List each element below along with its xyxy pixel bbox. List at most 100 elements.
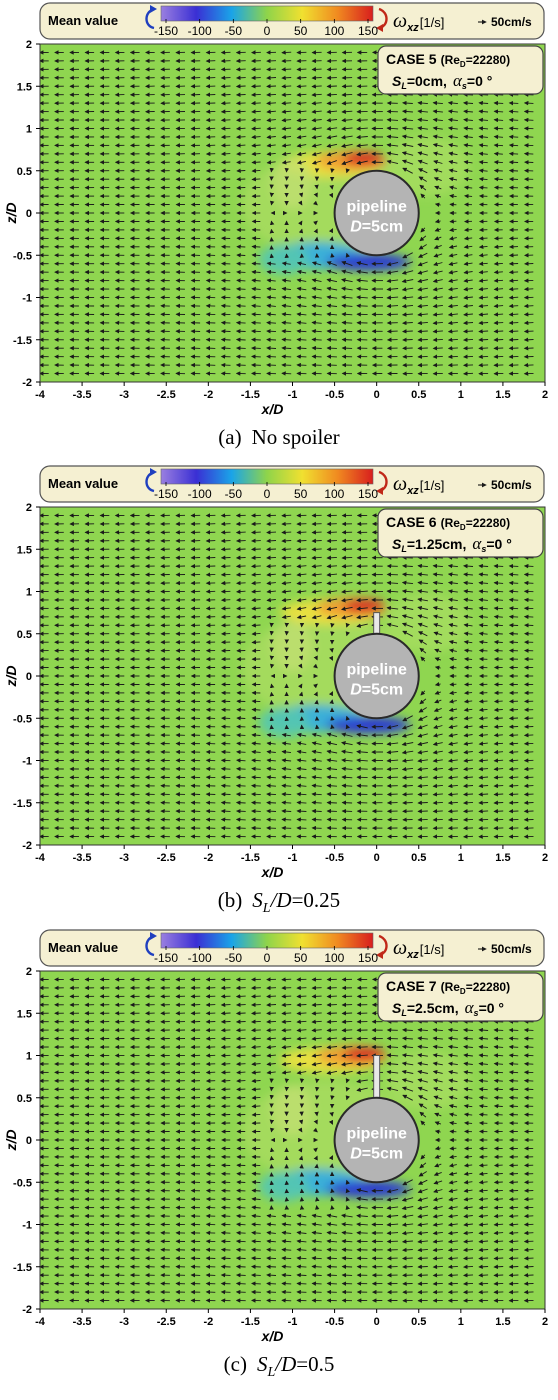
- x-axis-label: x/D: [261, 1328, 284, 1344]
- x-axis-label: x/D: [261, 864, 284, 880]
- x-tick-label: 0.5: [411, 1316, 426, 1328]
- y-axis-label: z/D: [3, 1130, 19, 1152]
- y-tick-label: 1: [26, 124, 32, 136]
- x-tick-label: 0.5: [411, 389, 426, 401]
- y-tick-label: -1.5: [13, 335, 32, 347]
- omega-label: ωxz[1/s]: [393, 10, 444, 34]
- x-tick-label: 1.5: [495, 852, 510, 864]
- case-title: CASE 5 (ReD=22280): [386, 51, 510, 69]
- colorbar-tick-label: 0: [264, 24, 271, 38]
- x-tick-label: -3: [119, 389, 129, 401]
- pipeline-circle: [333, 632, 420, 720]
- colorbar-tick-label: 100: [324, 487, 344, 501]
- caption-text: /D: [270, 888, 292, 912]
- mean-value-label: Mean value: [48, 13, 118, 28]
- omega-label: ωxz[1/s]: [393, 473, 444, 497]
- colorbar-tick-label: -50: [225, 24, 243, 38]
- case-title: CASE 6 (ReD=22280): [386, 514, 510, 532]
- vorticity-panel: pipeline D=5cm -4 -3.5 -3 -2.5 -2 -1.5 -1 -0.5 0 0.…: [0, 463, 558, 923]
- y-axis: 2 1.5 1 0.5 0 -0.5 -1 -1.5 -2: [13, 502, 40, 852]
- y-axis-label: z/D: [3, 666, 19, 688]
- pipeline-diameter-label: D=5cm: [350, 219, 403, 236]
- x-tick-label: -0.5: [325, 389, 344, 401]
- x-tick-label: -0.5: [325, 1316, 344, 1328]
- vorticity-plot: pipeline D=5cm -4 -3.5 -3 -2.5 -2 -1.5 -1 -0.5 0 0.…: [3, 929, 548, 1344]
- colorbar-legend: Mean value -150 -100 -50 0 50 100 150 ωxz[1/s] 50…: [39, 929, 545, 967]
- x-tick-label: -1.5: [241, 389, 260, 401]
- caption-text: S: [252, 888, 263, 912]
- colorbar-legend: Mean value -150 -100 -50 0 50 100 150 ωxz[1/s] 50…: [39, 465, 545, 503]
- reference-vector-label: 50cm/s: [491, 478, 532, 492]
- panel-caption: (c) SL/D=0.5: [0, 1352, 558, 1381]
- y-tick-label: 0.5: [17, 629, 32, 641]
- x-tick-label: -1.5: [241, 1316, 260, 1328]
- colorbar-tick-label: 150: [358, 487, 378, 501]
- reference-vector-label: 50cm/s: [491, 15, 532, 29]
- colorbar: [160, 5, 374, 22]
- y-axis: 2 1.5 1 0.5 0 -0.5 -1 -1.5 -2: [13, 39, 40, 389]
- x-axis-label: x/D: [261, 401, 284, 417]
- x-tick-label: -3.5: [73, 852, 92, 864]
- x-tick-label: 0: [374, 852, 380, 864]
- colorbar-legend: Mean value -150 -100 -50 0 50 100 150 ωxz[1/s] 50…: [39, 2, 545, 40]
- vorticity-panel: pipeline D=5cm -4 -3.5 -3 -2.5 -2 -1.5 -1 -0.5 0 0.…: [0, 927, 558, 1387]
- x-tick-label: 0: [374, 1316, 380, 1328]
- caption-text: L: [262, 901, 271, 917]
- y-axis-label: z/D: [3, 203, 19, 225]
- colorbar-tick-label: 50: [294, 24, 308, 38]
- x-tick-label: -2.5: [157, 1316, 176, 1328]
- vorticity-field: [40, 50, 534, 376]
- x-tick-label: -3: [119, 852, 129, 864]
- y-tick-label: 1.5: [17, 1008, 32, 1020]
- y-tick-label: 1: [26, 587, 32, 599]
- caption-text: No spoiler: [251, 425, 340, 449]
- x-tick-label: -3.5: [73, 389, 92, 401]
- y-tick-label: 0: [26, 1135, 32, 1147]
- x-axis: -4 -3.5 -3 -2.5 -2 -1.5 -1 -0.5 0 0.5 1 1.5 2: [35, 382, 548, 401]
- y-tick-label: -1: [22, 293, 32, 305]
- y-tick-label: 1.5: [17, 81, 32, 93]
- colorbar-tick-label: 100: [324, 24, 344, 38]
- x-tick-label: -2: [203, 852, 213, 864]
- x-tick-label: -3.5: [73, 1316, 92, 1328]
- x-tick-label: 1: [458, 1316, 464, 1328]
- caption-text: L: [267, 1365, 276, 1381]
- y-tick-label: 0: [26, 208, 32, 220]
- x-tick-label: -1.5: [241, 852, 260, 864]
- vorticity-plot: pipeline D=5cm -4 -3.5 -3 -2.5 -2 -1.5 -1 -0.5 0 0.…: [3, 2, 548, 417]
- panel-caption: (a) No spoiler: [0, 425, 558, 454]
- y-tick-label: -0.5: [13, 713, 32, 725]
- y-tick-label: 0: [26, 671, 32, 683]
- y-tick-label: 1: [26, 1051, 32, 1063]
- pipeline-label: pipeline: [346, 661, 407, 678]
- x-tick-label: -3: [119, 1316, 129, 1328]
- x-tick-label: -2.5: [157, 389, 176, 401]
- y-tick-label: -2: [22, 1304, 32, 1316]
- x-tick-label: -4: [35, 852, 46, 864]
- caption-text: =0.5: [296, 1352, 335, 1376]
- vorticity-panel: pipeline D=5cm -4 -3.5 -3 -2.5 -2 -1.5 -1 -0.5 0 0.…: [0, 0, 558, 460]
- y-tick-label: 0.5: [17, 1093, 32, 1105]
- caption-text: S: [256, 1352, 268, 1376]
- x-tick-label: 0.5: [411, 852, 426, 864]
- x-tick-label: -2.5: [157, 852, 176, 864]
- x-tick-label: -2: [203, 1316, 213, 1328]
- colorbar: [160, 932, 374, 949]
- x-tick-label: -1: [288, 389, 298, 401]
- case-parameters: SL=1.25cm, αs=0 °: [392, 534, 512, 554]
- x-tick-label: 1.5: [495, 389, 510, 401]
- reference-vector-label: 50cm/s: [491, 942, 532, 956]
- case-info-box: CASE 6 (ReD=22280) SL=1.25cm, αs=0 °: [377, 508, 544, 558]
- x-axis: -4 -3.5 -3 -2.5 -2 -1.5 -1 -0.5 0 0.5 1 1.5 2: [35, 1309, 548, 1328]
- y-tick-label: 1.5: [17, 544, 32, 556]
- y-tick-label: -1: [22, 1220, 32, 1232]
- x-tick-label: 2: [542, 1316, 548, 1328]
- spoiler: [373, 1055, 381, 1099]
- colorbar-tick-label: 100: [324, 951, 344, 965]
- caption-text: =0.25: [291, 888, 341, 912]
- colorbar-tick-label: 0: [264, 951, 271, 965]
- x-tick-label: -4: [35, 1316, 46, 1328]
- colorbar: [160, 468, 374, 485]
- caption-label: (b): [217, 888, 243, 912]
- colorbar-tick-label: -150: [154, 951, 178, 965]
